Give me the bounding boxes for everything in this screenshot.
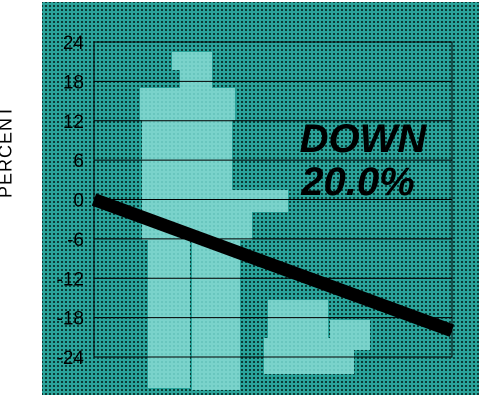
background-illustration [140,52,370,390]
series-layer [91,193,455,337]
y-tick-label: 12 [63,112,84,133]
annotation-line1: DOWN [300,117,428,161]
y-tick-label: -12 [57,269,84,290]
annotation-line2: 20.0% [300,160,414,204]
y-tick-label: 24 [63,33,85,54]
series-line [91,193,455,337]
y-tick-label: 6 [73,151,84,172]
y-axis-ticks: 24 18 12 6 0 -6 -12 -18 -24 [57,33,85,369]
y-axis-label: PERCENT [0,104,16,198]
y-tick-label: -6 [67,230,84,251]
y-tick-label: 18 [63,72,84,93]
y-tick-label: -24 [57,348,85,369]
annotation: DOWN 20.0% [300,117,428,204]
y-tick-label: 0 [73,191,84,212]
y-tick-label: -18 [57,309,84,330]
